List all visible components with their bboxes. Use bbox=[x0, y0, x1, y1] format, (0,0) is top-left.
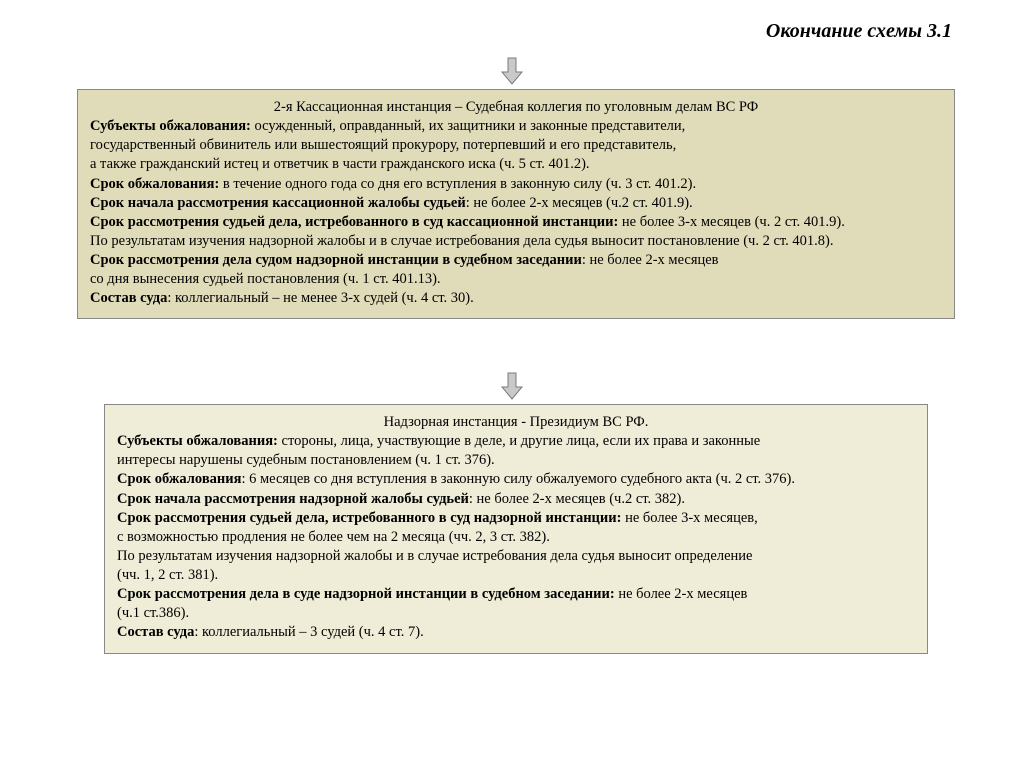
down-arrow-icon bbox=[500, 371, 524, 401]
box2-line: (чч. 1, 2 ст. 381). bbox=[117, 566, 915, 585]
box2-heading: Надзорная инстанция - Президиум ВС РФ. bbox=[117, 413, 915, 432]
label: Субъекты обжалования: bbox=[117, 433, 278, 449]
down-arrow-icon bbox=[500, 56, 524, 86]
label: Срок рассмотрения дела в суде надзорной … bbox=[117, 586, 615, 602]
text: : не более 2-х месяцев (ч.2 ст. 382). bbox=[469, 491, 685, 507]
box1-line: государственный обвинитель или вышестоящ… bbox=[90, 136, 942, 155]
box1-line: Срок начала рассмотрения кассационной жа… bbox=[90, 194, 942, 213]
box1-line: Состав суда: коллегиальный – не менее 3-… bbox=[90, 289, 942, 308]
box1-line: По результатам изучения надзорной жалобы… bbox=[90, 232, 942, 251]
page-title: Окончание схемы 3.1 bbox=[766, 20, 952, 43]
text: : не более 2-х месяцев (ч.2 ст. 401.9). bbox=[466, 195, 693, 211]
text: : коллегиальный – не менее 3-х судей (ч.… bbox=[167, 290, 473, 306]
box1-line: Субъекты обжалования: осужденный, оправд… bbox=[90, 117, 942, 136]
box1-line: Срок обжалования: в течение одного года … bbox=[90, 175, 942, 194]
box2-line: Срок обжалования: 6 месяцев со дня вступ… bbox=[117, 470, 915, 489]
box1-line: Срок рассмотрения судьей дела, истребова… bbox=[90, 213, 942, 232]
box2-line: с возможностью продления не более чем на… bbox=[117, 528, 915, 547]
box2-line: (ч.1 ст.386). bbox=[117, 604, 915, 623]
label: Срок обжалования bbox=[117, 471, 241, 487]
text: : не более 2-х месяцев bbox=[582, 252, 719, 268]
box2-line: Срок рассмотрения судьей дела, истребова… bbox=[117, 509, 915, 528]
text: в течение одного года со дня его вступле… bbox=[219, 176, 696, 192]
text: не более 2-х месяцев bbox=[615, 586, 748, 602]
box2-line: интересы нарушены судебным постановление… bbox=[117, 451, 915, 470]
box1-line: а также гражданский истец и ответчик в ч… bbox=[90, 155, 942, 174]
label: Срок начала рассмотрения надзорной жалоб… bbox=[117, 491, 469, 507]
text: не более 3-х месяцев (ч. 2 ст. 401.9). bbox=[618, 214, 845, 230]
label: Состав суда bbox=[117, 624, 194, 640]
label: Срок обжалования: bbox=[90, 176, 219, 192]
box2-line: Срок рассмотрения дела в суде надзорной … bbox=[117, 585, 915, 604]
box1-line: со дня вынесения судьей постановления (ч… bbox=[90, 270, 942, 289]
label: Субъекты обжалования: bbox=[90, 118, 251, 134]
cassation-instance-box: 2-я Кассационная инстанция – Судебная ко… bbox=[77, 89, 955, 319]
box2-line: По результатам изучения надзорной жалобы… bbox=[117, 547, 915, 566]
label: Срок рассмотрения дела судом надзорной и… bbox=[90, 252, 582, 268]
text: : коллегиальный – 3 судей (ч. 4 ст. 7). bbox=[194, 624, 423, 640]
box2-line: Срок начала рассмотрения надзорной жалоб… bbox=[117, 490, 915, 509]
label: Состав суда bbox=[90, 290, 167, 306]
box2-line: Состав суда: коллегиальный – 3 судей (ч.… bbox=[117, 623, 915, 642]
box2-line: Субъекты обжалования: стороны, лица, уча… bbox=[117, 432, 915, 451]
text: : 6 месяцев со дня вступления в законную… bbox=[241, 471, 795, 487]
label: Срок рассмотрения судьей дела, истребова… bbox=[90, 214, 618, 230]
label: Срок рассмотрения судьей дела, истребова… bbox=[117, 510, 621, 526]
text: осужденный, оправданный, их защитники и … bbox=[251, 118, 685, 134]
text: не более 3-х месяцев, bbox=[621, 510, 757, 526]
box1-heading: 2-я Кассационная инстанция – Судебная ко… bbox=[90, 98, 942, 117]
supervisory-instance-box: Надзорная инстанция - Президиум ВС РФ. С… bbox=[104, 404, 928, 654]
box1-line: Срок рассмотрения дела судом надзорной и… bbox=[90, 251, 942, 270]
text: стороны, лица, участвующие в деле, и дру… bbox=[278, 433, 760, 449]
label: Срок начала рассмотрения кассационной жа… bbox=[90, 195, 466, 211]
